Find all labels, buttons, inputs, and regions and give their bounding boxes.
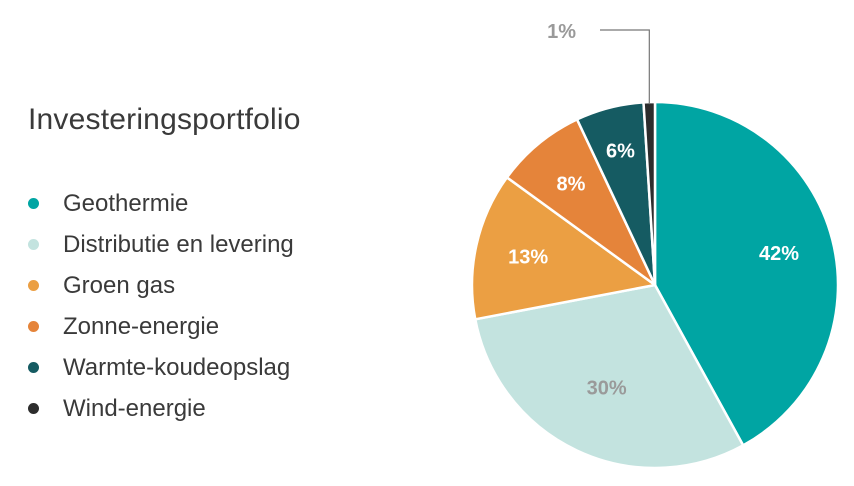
pie-slice-groen-gas xyxy=(470,176,657,321)
legend-marker xyxy=(28,239,39,250)
legend-label: Wind-energie xyxy=(63,394,206,422)
legend-item-geothermie: Geothermie xyxy=(28,183,294,224)
legend-marker xyxy=(28,362,39,373)
legend-marker xyxy=(28,403,39,414)
slice-label-zonne-energie: 8% xyxy=(557,173,586,195)
slice-label-groen-gas: 13% xyxy=(508,247,548,269)
legend-item-groen-gas: Groen gas xyxy=(28,265,294,306)
leader-line xyxy=(600,29,650,105)
legend-item-zonne-energie: Zonne-energie xyxy=(28,306,294,347)
pie-slice-zonne-energie xyxy=(505,118,657,287)
legend-marker xyxy=(28,198,39,209)
pie-slice-distributie-en-levering xyxy=(473,283,745,470)
legend: Geothermie Distributie en levering Groen… xyxy=(28,183,294,429)
legend-marker xyxy=(28,321,39,332)
slice-label-distributie-en-levering: 30% xyxy=(587,378,627,400)
legend-item-distributie: Distributie en levering xyxy=(28,224,294,265)
legend-label: Distributie en levering xyxy=(63,230,294,258)
pie-slice-geothermie xyxy=(653,100,840,447)
legend-label: Geothermie xyxy=(63,189,189,217)
chart-title: Investeringsportfolio xyxy=(28,103,301,136)
legend-label: Groen gas xyxy=(63,271,176,299)
legend-item-wind-energie: Wind-energie xyxy=(28,388,294,429)
slice-label-warmte-koudeopslag: 6% xyxy=(606,140,635,162)
legend-label: Zonne-energie xyxy=(63,312,220,340)
legend-item-wko: Warmte-koudeopslag xyxy=(28,347,294,388)
slice-label-wind-energie: 1% xyxy=(547,21,576,43)
slice-label-geothermie: 42% xyxy=(759,243,799,265)
legend-marker xyxy=(28,280,39,291)
legend-label: Warmte-koudeopslag xyxy=(63,353,291,381)
